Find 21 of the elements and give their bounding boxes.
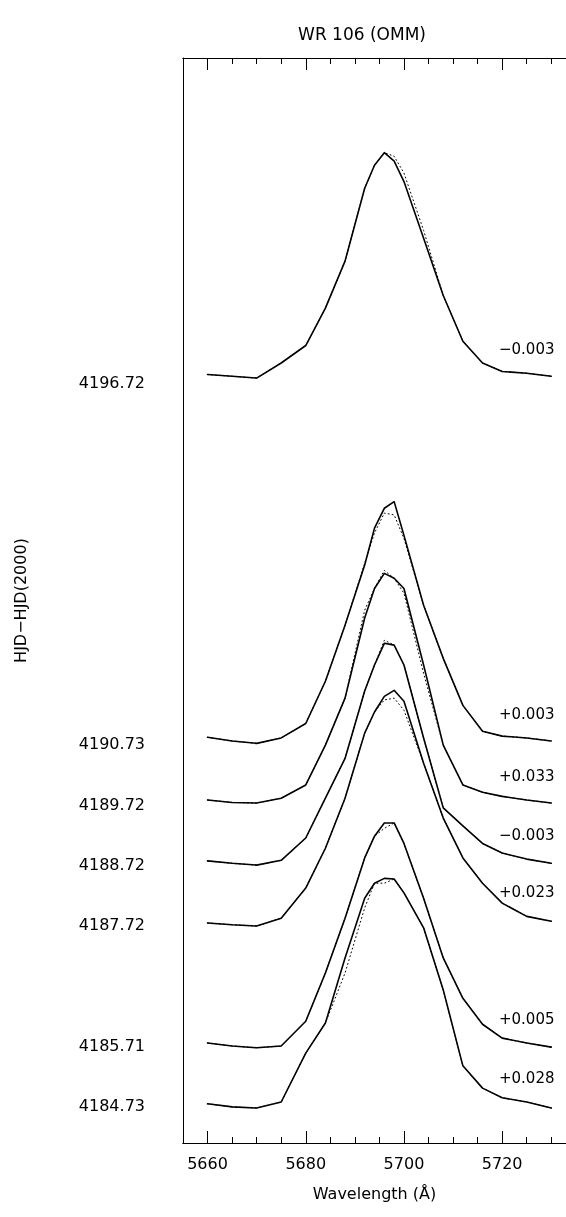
annotation: −0.003 xyxy=(498,340,555,359)
y-tick-label: 4188.72 xyxy=(78,855,145,875)
x-tick-label: 5720 xyxy=(481,1153,523,1173)
y-tick-label: 4189.72 xyxy=(78,794,145,814)
annotation: +0.023 xyxy=(498,883,555,902)
x-tick-label: 5680 xyxy=(285,1153,327,1173)
annotation: +0.028 xyxy=(498,1069,555,1088)
x-tick-label: 5700 xyxy=(383,1153,425,1173)
annotation: +0.005 xyxy=(498,1009,555,1028)
x-tick-label: 5660 xyxy=(187,1153,228,1173)
y-axis-title: HJD−HJD(2000) xyxy=(10,538,30,663)
y-tick-label: 4187.72 xyxy=(78,915,145,935)
annotation: +0.033 xyxy=(498,767,555,786)
annotation: −0.003 xyxy=(498,826,555,845)
y-tick-label: 4190.73 xyxy=(78,733,145,753)
chart-title: WR 106 (OMM) xyxy=(298,23,426,44)
annotation: +0.003 xyxy=(498,704,555,723)
y-tick-label: 4185.71 xyxy=(78,1036,145,1056)
x-axis-title: Wavelength (Å) xyxy=(312,1183,437,1203)
y-tick-label: 4184.73 xyxy=(78,1095,145,1115)
y-tick-label: 4196.72 xyxy=(78,372,145,392)
